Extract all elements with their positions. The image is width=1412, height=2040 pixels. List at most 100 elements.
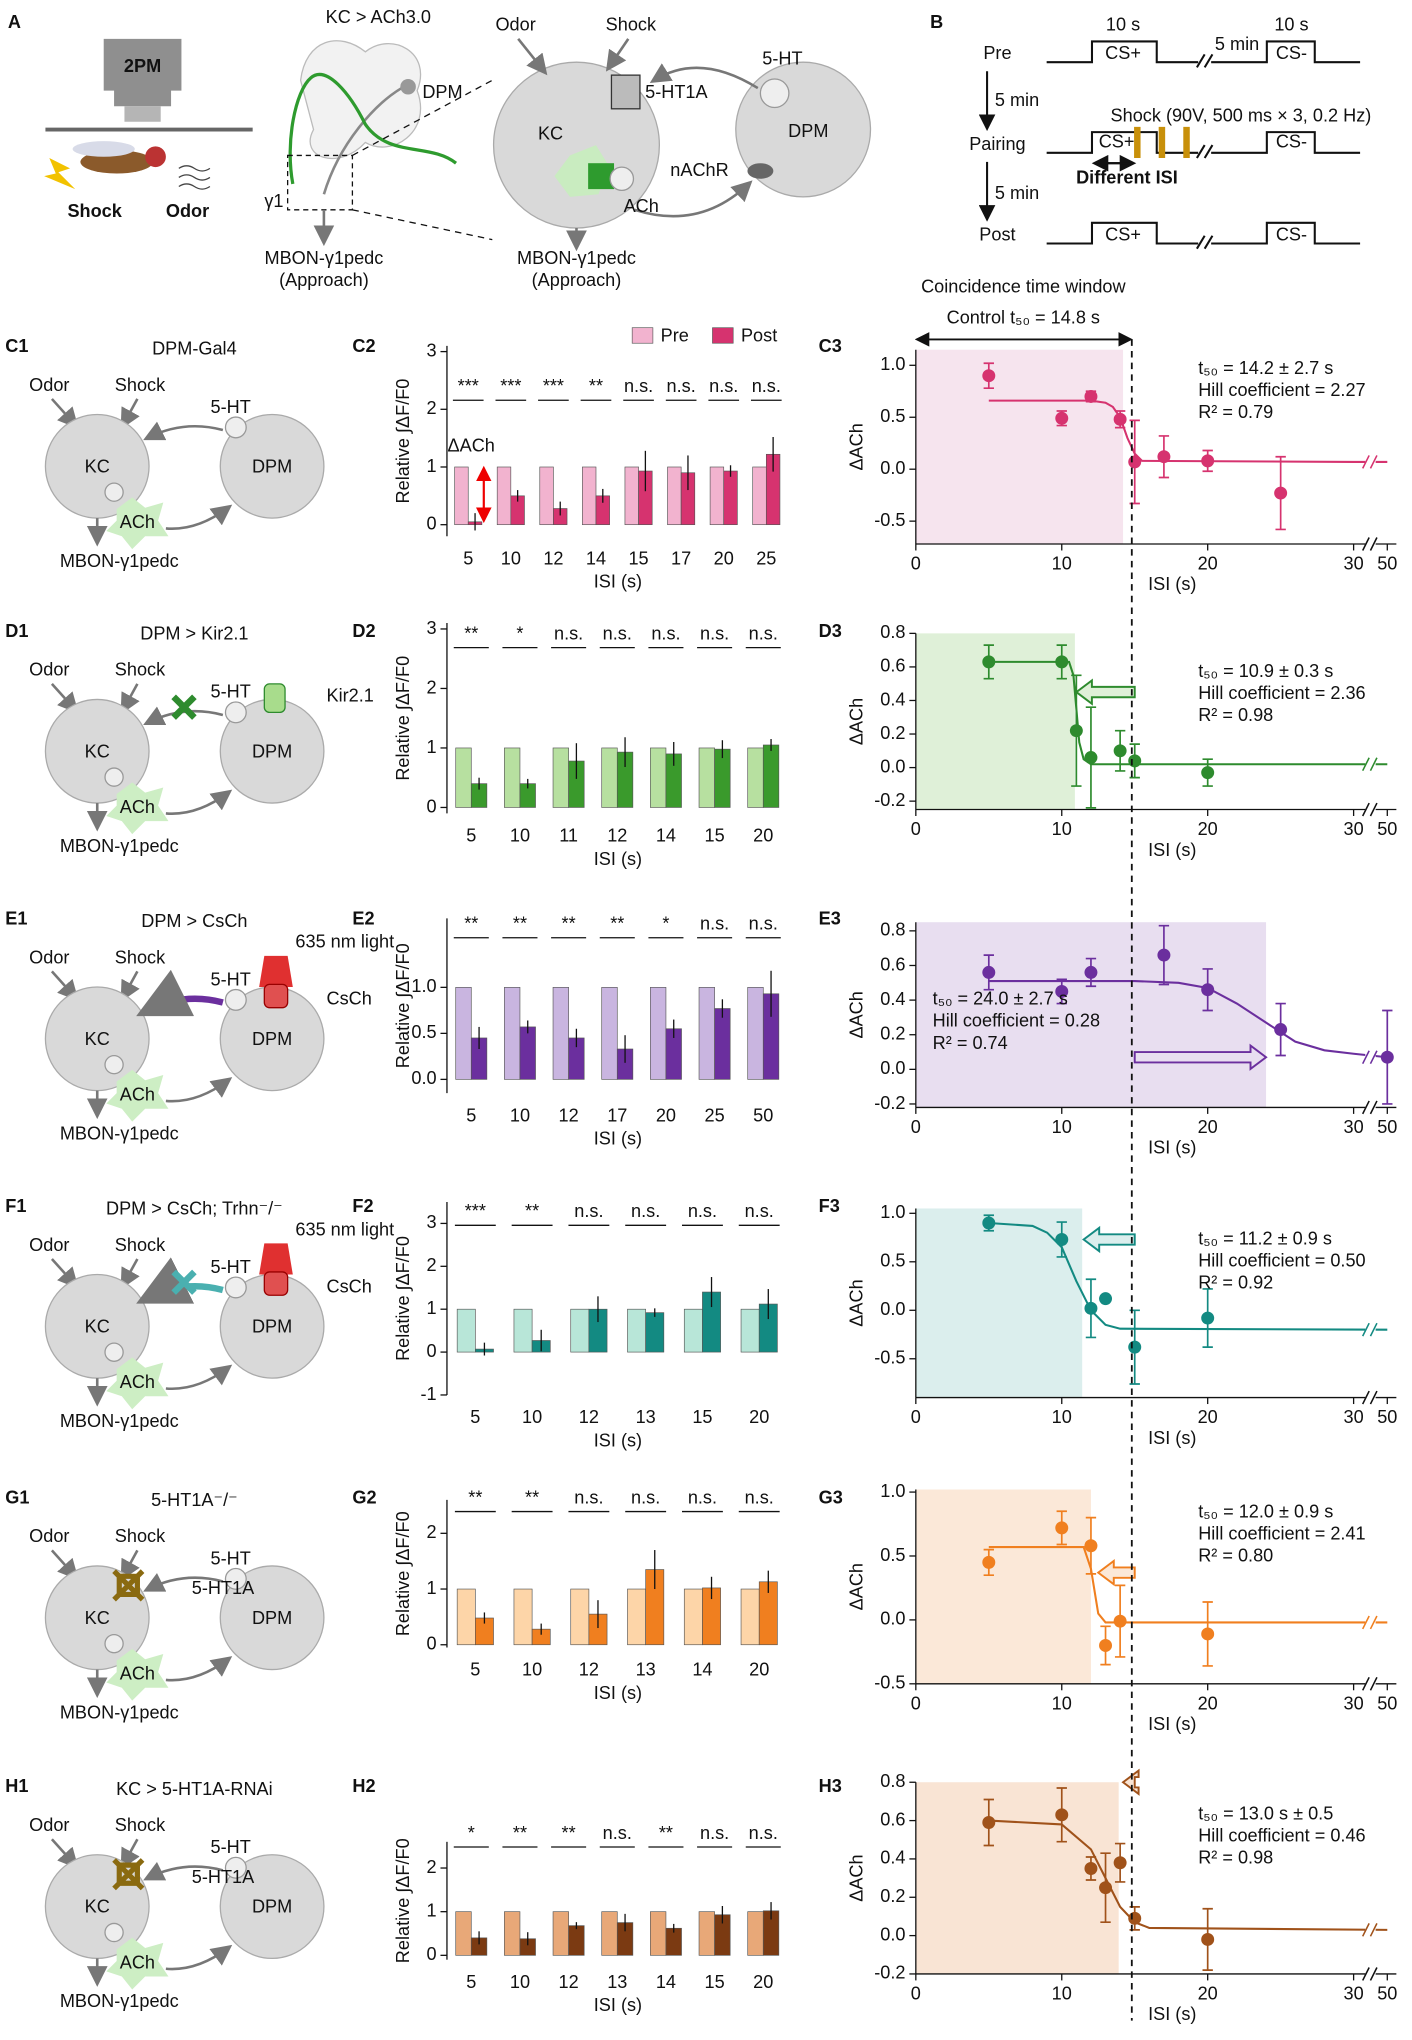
break-gap <box>1365 1102 1376 1113</box>
bar <box>504 987 521 1080</box>
y-axis-label: ΔACh <box>846 698 866 745</box>
label: Coincidence time window <box>921 276 1126 296</box>
label: KC <box>85 1316 110 1336</box>
error-caps <box>1129 743 1140 779</box>
bar <box>650 1911 667 1956</box>
x-tick-label: 20 <box>1198 1693 1218 1713</box>
pre-protocol <box>1046 40 1361 64</box>
label: Odor <box>29 1815 69 1835</box>
bar <box>683 1308 703 1353</box>
axis-break <box>1361 1923 1378 1937</box>
y-axis-label: ΔACh <box>846 1563 866 1610</box>
y-tick-label: 0.2 <box>880 1024 905 1044</box>
x-tick-label: 15 <box>628 548 648 568</box>
y-axis-label: Relative ∫ΔF/F0 <box>393 1838 413 1963</box>
x-tick-label: 14 <box>692 1660 712 1680</box>
significance-label: n.s. <box>574 1487 603 1507</box>
ach-arrow <box>165 1656 233 1682</box>
panel-label: C2 <box>352 336 375 356</box>
x-tick-label: 25 <box>705 1105 725 1125</box>
x-axis-label: ISI (s) <box>1148 840 1196 860</box>
bar <box>456 1588 476 1646</box>
time-break <box>1196 53 1214 250</box>
label: 10 s <box>1274 15 1308 35</box>
break-gap <box>1365 538 1376 550</box>
x-tick-label: 0 <box>911 1693 921 1713</box>
bar <box>552 1911 569 1956</box>
error-caps <box>983 362 994 389</box>
label: Pairing <box>969 134 1025 154</box>
dpm-cell <box>219 1565 325 1671</box>
ach-arrow <box>165 504 233 531</box>
x-tick-label: 13 <box>636 1407 656 1427</box>
significance-label: n.s. <box>700 1823 729 1843</box>
label: ACh <box>120 1952 155 1972</box>
label: Post <box>979 225 1015 245</box>
bar <box>747 1911 764 1956</box>
x-axis-label: ISI (s) <box>1148 574 1196 594</box>
x-tick-label: 13 <box>636 1660 656 1680</box>
label: (Approach) <box>279 270 369 290</box>
label: Kir2.1 <box>326 686 373 706</box>
axis-break <box>1361 1322 1378 1337</box>
label: KC <box>85 1029 110 1049</box>
bar <box>762 744 780 808</box>
error-caps <box>1100 1625 1111 1666</box>
ach-glow <box>106 497 169 550</box>
post-protocol <box>1046 221 1361 245</box>
bar <box>519 1026 536 1080</box>
significance-label: *** <box>500 376 521 396</box>
vesicle <box>224 1856 247 1879</box>
vesicle <box>224 1567 247 1590</box>
dpm-cell <box>219 1854 325 1960</box>
receptor-knockout <box>112 1858 145 1891</box>
fit-annotation: R² = 0.98 <box>1198 1847 1273 1867</box>
significance-label: ** <box>562 914 576 934</box>
y-tick-label: 2 <box>426 677 436 697</box>
serotonin-arrow <box>143 1573 224 1592</box>
dpm-soma <box>400 79 416 95</box>
label: Shock <box>67 201 122 221</box>
fit-annotation: t₅₀ = 12.0 ± 0.9 s <box>1198 1502 1333 1522</box>
significance-label: *** <box>543 376 564 396</box>
y-tick-label: 2 <box>426 1255 436 1275</box>
y-axis-label: ΔACh <box>846 1854 866 1901</box>
x-axis-label: ISI (s) <box>594 1129 642 1149</box>
y-tick-label: 0.6 <box>880 954 905 974</box>
label: Shock <box>115 1815 166 1835</box>
x-tick-label: 14 <box>656 1972 676 1992</box>
panel-label: E3 <box>819 908 841 928</box>
panel-label: E2 <box>352 908 374 928</box>
bar <box>624 466 639 526</box>
significance-label: ** <box>562 1823 576 1843</box>
error-caps <box>1114 1584 1126 1658</box>
x-axis-label: ISI (s) <box>1148 1714 1196 1734</box>
x-axis-label: ISI (s) <box>1148 2004 1196 2024</box>
label: ACh <box>624 196 659 216</box>
bar <box>645 1312 665 1353</box>
significance-label: n.s. <box>700 623 729 643</box>
label: 5-HT <box>211 1548 251 1568</box>
legend-swatch <box>631 327 654 344</box>
data-point <box>982 369 996 383</box>
panel-label: H3 <box>819 1776 842 1796</box>
panel-b-drawing <box>978 40 1361 250</box>
label: 2PM <box>124 56 161 76</box>
odor-arrow <box>50 970 79 1002</box>
bar <box>454 466 469 526</box>
x-tick-label: 50 <box>1377 819 1397 839</box>
data-point <box>982 1216 996 1230</box>
label: 5-HT <box>762 48 802 68</box>
vesicle <box>609 166 635 192</box>
fit-annotation: t₅₀ = 11.2 ± 0.9 s <box>1198 1228 1332 1248</box>
x-tick-label: 0 <box>911 1983 921 2003</box>
x-tick-label: 0 <box>911 554 921 574</box>
data-point <box>1128 754 1142 768</box>
label: 5 min <box>995 183 1039 203</box>
label: MBON-γ1pedc <box>60 551 179 571</box>
fit-annotation: R² = 0.92 <box>1198 1272 1273 1292</box>
kir-channel <box>263 683 286 714</box>
x-tick-label: 50 <box>1377 1983 1397 2003</box>
data-point <box>982 655 996 669</box>
